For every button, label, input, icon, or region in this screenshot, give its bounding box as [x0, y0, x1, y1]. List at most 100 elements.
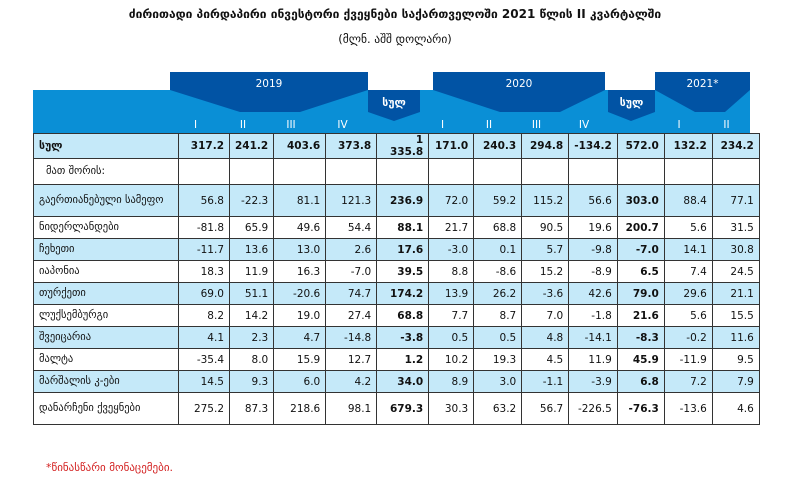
value-cell: -14.1 — [568, 326, 618, 349]
year-2021-label: 2021* — [686, 78, 719, 90]
value-cell — [568, 158, 618, 185]
value-cell: 4.7 — [273, 326, 327, 349]
table-row: ნიდერლანდები -81.8 65.9 49.6 54.4 88.1 21.7 68.… — [33, 216, 760, 239]
value-cell: -7.0 — [616, 238, 665, 261]
value-cell: 21.6 — [616, 304, 665, 327]
table-row: შვეიცარია 4.1 2.3 4.7 -14.8 -3.8 0.5 0.5 4.8 -14.… — [33, 326, 760, 349]
value-cell: 0.1 — [473, 238, 523, 261]
value-cell — [428, 158, 475, 185]
value-cell: 30.8 — [711, 238, 760, 261]
value-cell: -1.8 — [568, 304, 618, 327]
value-cell: 403.6 — [273, 133, 327, 159]
quarter-label: II — [723, 119, 730, 131]
footnote: *წინასწარი მონაცემები. — [46, 461, 174, 474]
value-cell: 14.5 — [178, 370, 230, 393]
value-cell: -11.7 — [178, 238, 230, 261]
value-cell: 317.2 — [178, 133, 230, 159]
value-cell: 63.2 — [473, 392, 523, 425]
table-row: გაერთიანებული სამეფო 56.8 -22.3 81.1 121.3 23… — [33, 184, 760, 217]
value-cell: -3.8 — [376, 326, 430, 349]
value-cell: 7.9 — [711, 370, 760, 393]
value-cell: 121.3 — [325, 184, 378, 217]
value-cell: -9.8 — [568, 238, 618, 261]
row-label: მათ შორის: — [33, 158, 179, 185]
value-cell: 81.1 — [273, 184, 327, 217]
unit-subtitle: (მლნ. აშშ დოლარი) — [338, 32, 452, 46]
value-cell: 7.4 — [663, 260, 713, 283]
value-cell: -81.8 — [178, 216, 230, 239]
total-2020-label: სულ — [619, 97, 644, 109]
value-cell: 7.7 — [428, 304, 475, 327]
value-cell: 29.6 — [663, 282, 713, 305]
value-cell: 88.1 — [376, 216, 430, 239]
value-cell: 56.6 — [568, 184, 618, 217]
value-cell: -35.4 — [178, 348, 230, 371]
value-cell: 679.3 — [376, 392, 430, 425]
row-label: მარშალის კ-ები — [33, 370, 179, 393]
quarter-label: I — [677, 119, 681, 131]
value-cell: 115.2 — [521, 184, 570, 217]
value-cell: 98.1 — [325, 392, 378, 425]
value-cell: -134.2 — [568, 133, 618, 159]
value-cell: 34.0 — [376, 370, 430, 393]
table-row: მარშალის კ-ები 14.5 9.3 6.0 4.2 34.0 8.9 3.0 -1.… — [33, 370, 760, 393]
value-cell: -76.3 — [616, 392, 665, 425]
value-cell: 8.9 — [428, 370, 475, 393]
value-cell: -20.6 — [273, 282, 327, 305]
value-cell: -8.3 — [616, 326, 665, 349]
value-cell: 5.6 — [663, 216, 713, 239]
year-2019-label: 2019 — [255, 78, 283, 90]
value-cell: 26.2 — [473, 282, 523, 305]
value-cell: 8.2 — [178, 304, 230, 327]
value-cell: -7.0 — [325, 260, 378, 283]
value-cell: 49.6 — [273, 216, 327, 239]
year-2020-banner — [433, 72, 605, 112]
value-cell: 87.3 — [228, 392, 275, 425]
value-cell: 74.7 — [325, 282, 378, 305]
total-2019-label: სულ — [382, 97, 406, 109]
value-cell: 6.0 — [273, 370, 327, 393]
value-cell: 373.8 — [325, 133, 378, 159]
value-cell: 21.7 — [428, 216, 475, 239]
value-cell: 42.6 — [568, 282, 618, 305]
value-cell: 19.0 — [273, 304, 327, 327]
value-cell: 10.2 — [428, 348, 475, 371]
total-2019-badge — [368, 90, 420, 121]
value-cell: 19.3 — [473, 348, 523, 371]
value-cell: -8.9 — [568, 260, 618, 283]
value-cell: 18.3 — [178, 260, 230, 283]
year-2021-banner — [655, 72, 750, 112]
year-2019-banner — [170, 72, 368, 112]
value-cell: 24.5 — [711, 260, 760, 283]
value-cell: 4.2 — [325, 370, 378, 393]
value-cell: 275.2 — [178, 392, 230, 425]
value-cell: 13.9 — [428, 282, 475, 305]
value-cell: 19.6 — [568, 216, 618, 239]
row-label: ლუქსემბურგი — [33, 304, 179, 327]
value-cell: 2.3 — [228, 326, 275, 349]
value-cell — [376, 158, 430, 185]
value-cell: 9.5 — [711, 348, 760, 371]
quarter-label: II — [239, 119, 247, 131]
row-label: მალტა — [33, 348, 179, 371]
value-cell: 174.2 — [376, 282, 430, 305]
value-cell: 13.0 — [273, 238, 327, 261]
value-cell: 88.4 — [663, 184, 713, 217]
value-cell: 65.9 — [228, 216, 275, 239]
value-cell: 5.7 — [521, 238, 570, 261]
value-cell: 72.0 — [428, 184, 475, 217]
value-cell — [616, 158, 665, 185]
value-cell — [325, 158, 378, 185]
quarter-label: III — [286, 119, 296, 131]
value-cell: 16.3 — [273, 260, 327, 283]
value-cell: -3.0 — [428, 238, 475, 261]
value-cell — [228, 158, 275, 185]
quarter-label: I — [193, 119, 198, 131]
value-cell: -3.6 — [521, 282, 570, 305]
value-cell: 0.5 — [473, 326, 523, 349]
value-cell: 9.3 — [228, 370, 275, 393]
row-label: იაპონია — [33, 260, 179, 283]
value-cell: 3.0 — [473, 370, 523, 393]
table-header-graphic — [33, 72, 750, 133]
value-cell: 234.2 — [711, 133, 760, 159]
